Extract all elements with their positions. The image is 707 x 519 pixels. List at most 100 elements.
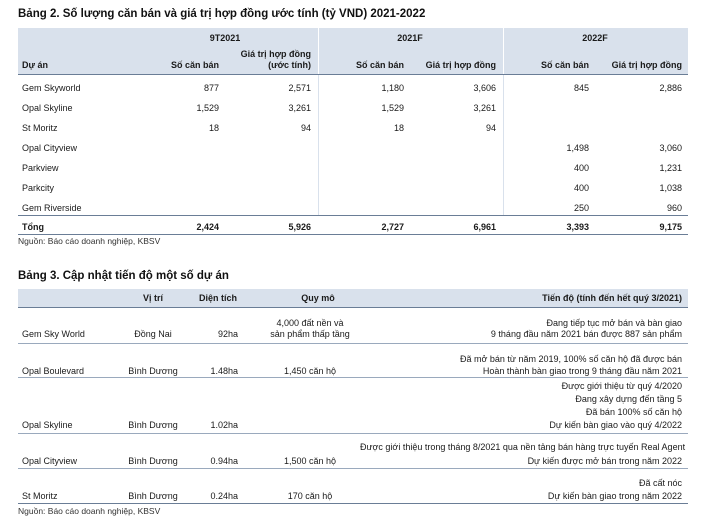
col-units-22-header: Số căn bán (540, 60, 589, 70)
cell-progress-line: Hoàn thành bàn giao trong 9 tháng đầu nă… (482, 366, 682, 376)
cell-value-22: 960 (666, 203, 682, 213)
cell-scale-line: 170 căn hộ (287, 491, 333, 501)
cell-value-9t: 94 (300, 123, 311, 133)
table1-source: Nguồn: Báo cáo doanh nghiệp, KBSV (18, 236, 161, 246)
cell-progress-line: Dự kiến bàn giao trong năm 2022 (547, 491, 682, 501)
header-separator (503, 28, 504, 74)
cell-value-9t: 3,261 (288, 103, 311, 113)
table-row-name: Gem Skyworld (22, 83, 81, 93)
table-row-name: Opal Skyline (22, 420, 73, 430)
table-row-name: Gem Sky World (22, 329, 85, 339)
header-bottom-rule (18, 74, 688, 75)
table-row-name: Opal Cityview (22, 456, 78, 466)
table2-source: Nguồn: Báo cáo doanh nghiệp, KBSV (18, 506, 161, 516)
cell-progress-line: Đang tiếp tục mở bán và bàn giao (546, 318, 683, 328)
cell-progress-line: Đã cất nóc (638, 478, 682, 488)
total-value-9t: 5,926 (288, 222, 311, 232)
table-row-name: Opal Cityview (22, 143, 78, 153)
header-separator (318, 28, 319, 74)
col-progress-header: Tiến độ (tính đến hết quý 3/2021) (542, 293, 682, 303)
row-divider (18, 377, 688, 378)
cell-progress-line: Được giới thiệu trong tháng 8/2021 qua n… (360, 442, 686, 452)
cell-location: Bình Dương (128, 366, 178, 376)
table-row-name: Parkcity (22, 183, 55, 193)
col-value-21-header: Giá trị hợp đồng (425, 60, 496, 70)
table2-bottom-rule (18, 503, 688, 504)
cell-units-22: 1,498 (566, 143, 589, 153)
cell-area: 92ha (217, 329, 238, 339)
table2-header (18, 289, 688, 307)
cell-units-21: 18 (393, 123, 404, 133)
cell-value-22: 1,231 (659, 163, 682, 173)
cell-units-9t: 18 (208, 123, 219, 133)
table1-group-header (18, 28, 688, 46)
cell-value-22: 1,038 (659, 183, 682, 193)
cell-scale-line: sản phẩm thấp tầng (270, 329, 350, 339)
cell-area: 1.02ha (210, 420, 238, 430)
cell-progress-line: Đã mở bán từ năm 2019, 100% số căn hộ đã… (460, 354, 682, 364)
cell-units-22: 400 (573, 163, 589, 173)
group-2022f: 2022F (582, 33, 608, 43)
group-2021f: 2021F (397, 33, 423, 43)
cell-scale-line: 1,500 căn hộ (283, 456, 337, 466)
cell-progress-line: Dự kiến bàn giao vào quý 4/2022 (549, 420, 682, 430)
total-label: Tổng (22, 222, 44, 232)
cell-units-21: 1,529 (381, 103, 404, 113)
cell-units-22: 400 (573, 183, 589, 193)
table-row-name: Parkview (22, 163, 59, 173)
cell-location: Bình Dương (128, 420, 178, 430)
cell-scale-line: 4,000 đất nền và (276, 318, 344, 328)
table-row-name: Opal Skyline (22, 103, 73, 113)
total-bottom-rule (18, 234, 688, 235)
col-value-22-header: Giá trị hợp đồng (611, 60, 682, 70)
cell-value-9t: 2,571 (288, 83, 311, 93)
header-bottom-rule (18, 307, 688, 308)
total-value-21: 6,961 (473, 222, 496, 232)
cell-value-21: 3,606 (473, 83, 496, 93)
col-project-header: Dự án (22, 60, 49, 70)
cell-scale-line: 1,450 căn hộ (283, 366, 337, 376)
table-row-name: Gem Riverside (22, 203, 82, 213)
col-value-9t-header-l2: (ước tính) (268, 60, 311, 70)
total-units-9t: 2,424 (196, 222, 219, 232)
table1-column-header (18, 46, 688, 74)
total-top-rule (18, 215, 688, 216)
cell-units-21: 1,180 (381, 83, 404, 93)
col-location-header: Vị trí (142, 293, 163, 303)
cell-progress-line: Đang xây dựng đến tầng 5 (575, 394, 682, 404)
table-row-name: St Moritz (22, 491, 58, 501)
cell-units-22: 845 (573, 83, 589, 93)
cell-value-21: 3,261 (473, 103, 496, 113)
column-separator (318, 75, 319, 215)
col-area-header: Diện tích (198, 293, 237, 303)
group-9t2021: 9T2021 (209, 33, 241, 43)
cell-units-9t: 877 (203, 83, 219, 93)
cell-progress-line: Đã bán 100% số căn hộ (585, 407, 682, 417)
cell-progress-line: Được giới thiệu từ quý 4/2020 (561, 381, 682, 391)
table-row-name: Opal Boulevard (22, 366, 85, 376)
cell-units-22: 250 (573, 203, 589, 213)
cell-value-22: 2,886 (659, 83, 682, 93)
col-scale-header: Quy mô (301, 293, 335, 303)
cell-units-9t: 1,529 (196, 103, 219, 113)
cell-value-22: 3,060 (659, 143, 682, 153)
cell-progress-line: 9 tháng đầu năm 2021 bán được 887 sản ph… (490, 329, 682, 339)
column-separator (503, 75, 504, 215)
col-value-9t-header-l1: Giá trị hợp đồng (240, 49, 311, 59)
col-units-21-header: Số căn bán (355, 60, 404, 70)
cell-progress-line: Dự kiến được mở bán trong năm 2022 (527, 456, 682, 466)
table2-title: Bảng 3. Cập nhật tiến độ một số dự án (18, 270, 229, 282)
cell-location: Bình Dương (128, 491, 178, 501)
cell-area: 1.48ha (210, 366, 238, 376)
total-units-21: 2,727 (381, 222, 404, 232)
cell-location: Bình Dương (128, 456, 178, 466)
cell-area: 0.24ha (210, 491, 238, 501)
col-units-9t-header: Số căn bán (170, 60, 219, 70)
row-divider (18, 343, 688, 344)
cell-value-21: 94 (485, 123, 496, 133)
row-divider (18, 433, 688, 434)
table-row-name: St Moritz (22, 123, 58, 133)
cell-location: Đồng Nai (134, 329, 172, 339)
table1-title: Bảng 2. Số lượng căn bán và giá trị hợp … (18, 8, 426, 20)
cell-area: 0.94ha (210, 456, 238, 466)
